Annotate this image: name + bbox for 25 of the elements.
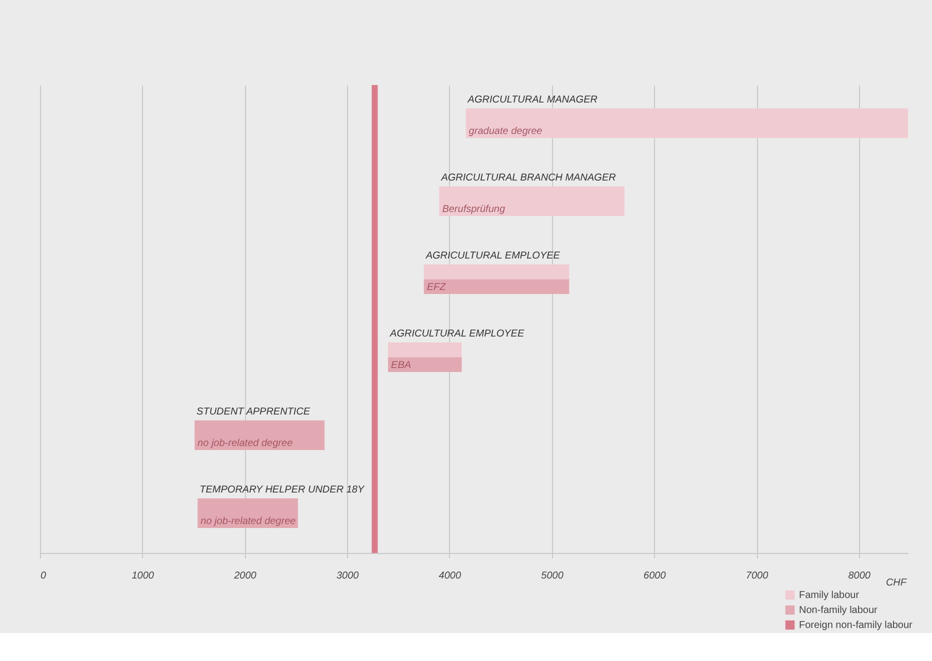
y-tick-label: AGRICULTURAL MANAGER [466, 94, 598, 106]
annotation: no job-related degree [200, 516, 296, 528]
legend-label: Family labour [799, 590, 860, 601]
x-tick-label: 0 [40, 570, 46, 582]
x-tick-label: 8000 [848, 570, 871, 582]
legend-label: Foreign non-family labour [799, 620, 914, 631]
y-tick-label: AGRICULTURAL BRANCH MANAGER [440, 172, 616, 184]
x-tick-label: 4000 [438, 570, 462, 582]
legend-label: Non-family labour [799, 605, 878, 616]
x-tick-label: 3000 [336, 570, 360, 582]
x-tick-label: 2000 [233, 570, 257, 582]
annotation: EFZ [426, 282, 447, 294]
x-axis-title: CHF [886, 578, 908, 588]
y-tick-label: AGRICULTURAL EMPLOYEE [389, 328, 524, 340]
y-tick-label: STUDENT APPRENTICE [196, 406, 310, 418]
x-tick-label: 7000 [746, 570, 769, 582]
y-tick-label: AGRICULTURAL EMPLOYEE [424, 250, 560, 262]
x-tick-label: 1000 [132, 570, 154, 582]
annotation: Berufsprüfung [442, 204, 506, 216]
annotation: graduate degree [468, 126, 543, 138]
y-tick-label: TEMPORARY HELPER UNDER 18Y [200, 484, 366, 496]
x-tick-label: 6000 [644, 570, 666, 582]
annotation: EBA [391, 360, 412, 372]
annotation: no job-related degree [198, 438, 294, 450]
x-tick-label: 5000 [541, 570, 564, 582]
